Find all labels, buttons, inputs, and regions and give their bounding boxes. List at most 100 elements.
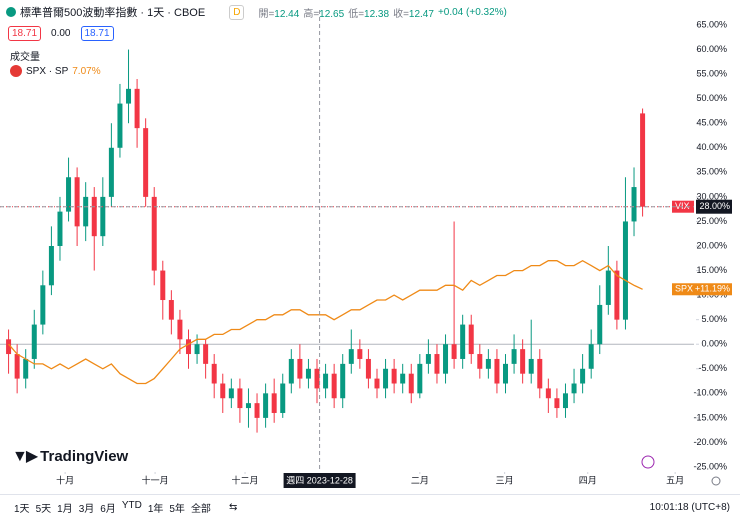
candle-body: [151, 196, 157, 271]
candle-body: [271, 393, 277, 413]
sell-price[interactable]: 18.71: [8, 26, 42, 41]
x-tick-label: 十月: [56, 474, 74, 485]
crosshair-y-bg: [696, 199, 732, 214]
clock: 10:01:18 (UTC+8): [649, 501, 730, 513]
candle-body: [57, 211, 63, 246]
y-tick-label: 65.00%: [696, 19, 727, 29]
y-tick-label: 45.00%: [696, 118, 727, 128]
y-tick-label: 15.00%: [696, 265, 727, 275]
candle-body: [374, 378, 380, 389]
ohlc: 開=12.44 高=12.65 低=12.38 收=12.47: [258, 5, 434, 20]
range-button[interactable]: 1天: [14, 503, 30, 515]
candle-body: [323, 373, 329, 389]
candle-body: [503, 363, 509, 384]
compare-icon: [10, 65, 22, 77]
change: +0.04 (+0.32%): [437, 6, 507, 18]
candle-body: [143, 128, 149, 197]
candle-body: [571, 383, 577, 394]
candle-body: [108, 147, 114, 197]
y-tick-label: 25.00%: [696, 216, 727, 226]
ohlc-label: 開: [258, 8, 269, 20]
range-button[interactable]: 3月: [78, 503, 95, 515]
ohlc-value: 12.65: [319, 8, 345, 20]
x-tick-label: 十一月: [142, 474, 169, 485]
x-tick-label: 十二月: [232, 474, 259, 485]
volume: 成交量: [10, 52, 40, 63]
candle-body: [340, 363, 346, 399]
candle-body: [348, 349, 354, 364]
y-tick-label: 60.00%: [696, 44, 727, 54]
event-icon[interactable]: [641, 455, 655, 469]
crosshair-x-label: 週四 2023-12-28: [286, 475, 353, 485]
compare-line: [8, 259, 643, 385]
candle-body: [597, 304, 603, 345]
y-tick-label: 20.00%: [696, 240, 727, 250]
range-button[interactable]: 6月: [100, 503, 116, 515]
candle-body: [408, 373, 414, 394]
ohlc-label: 低: [348, 8, 359, 20]
ohlc-value: 12.38: [364, 8, 390, 20]
candle-body: [14, 354, 20, 379]
candle-body: [6, 339, 12, 355]
candle-body: [485, 358, 491, 369]
candle-body: [443, 344, 449, 374]
candle-body: [74, 177, 80, 227]
crosshair-x-bg: [283, 473, 356, 488]
logo-mark: ▼▶: [12, 448, 38, 465]
range-button[interactable]: 5年: [169, 503, 185, 515]
y-tick-label: 40.00%: [696, 142, 727, 152]
candle-body: [528, 358, 534, 374]
range-button[interactable]: YTD: [121, 499, 142, 511]
candle-body: [400, 373, 406, 384]
logo-text: TradingView: [40, 447, 129, 465]
legend-header: 標準普爾500波動率指數 · 1天 · CBOE D 開=12.44 高=12.6…: [6, 4, 507, 20]
y-tick-label: -10.00%: [693, 388, 727, 398]
range-button[interactable]: 1月: [57, 503, 73, 515]
candle-body: [391, 368, 397, 384]
y-tick-label: -15.00%: [693, 412, 727, 422]
symbol-title: 標準普爾500波動率指數 · 1天 · CBOE: [20, 7, 206, 19]
ohlc-value: 12.44: [274, 8, 300, 20]
candle-body: [580, 368, 586, 384]
candle-body: [91, 196, 97, 237]
symbol-icon: [6, 7, 16, 17]
ohlc-label: 收: [393, 8, 404, 20]
ohlc-item: 開=12.44: [258, 5, 299, 20]
candle-body: [245, 403, 251, 409]
x-tick-label: 五月: [666, 475, 684, 485]
symbol-tag: VIX: [675, 201, 690, 211]
candle-body: [305, 368, 311, 379]
ohlc-sep: =: [403, 8, 409, 20]
y-tick-label: 30.00%: [696, 191, 727, 201]
candle-body: [640, 113, 646, 207]
compare-legend: SPX · SP 7.07%: [10, 65, 101, 77]
candle-body: [126, 88, 132, 104]
candle-body: [622, 221, 628, 320]
candle-body: [434, 354, 440, 374]
candle-body: [288, 358, 294, 384]
x-tick-label: 四月: [579, 475, 597, 485]
candle-body: [365, 358, 371, 379]
y-tick-label: -5.00%: [698, 363, 727, 373]
candle-body: [211, 363, 217, 384]
candle-body: [614, 270, 620, 320]
candle-body: [100, 196, 106, 237]
series-tag-value: +11.19%: [695, 284, 730, 294]
crosshair-y-label: 28.00%: [699, 201, 730, 211]
goto-icon[interactable]: ⇆: [228, 501, 238, 513]
candle-body: [134, 88, 140, 129]
range-button[interactable]: 5天: [35, 503, 52, 515]
buy-price[interactable]: 18.71: [80, 26, 114, 41]
ohlc-item: 收=12.47: [393, 5, 434, 20]
range-button[interactable]: 全部: [190, 503, 211, 515]
candle-body: [468, 324, 474, 355]
candle-body: [168, 300, 174, 320]
settings-icon[interactable]: [711, 476, 721, 486]
candle-body: [562, 393, 568, 409]
candle-body: [545, 388, 551, 399]
y-tick-label: 5.00%: [701, 314, 727, 324]
range-button[interactable]: 1年: [147, 503, 164, 515]
candle-body: [263, 393, 269, 418]
candle-body: [31, 324, 37, 359]
